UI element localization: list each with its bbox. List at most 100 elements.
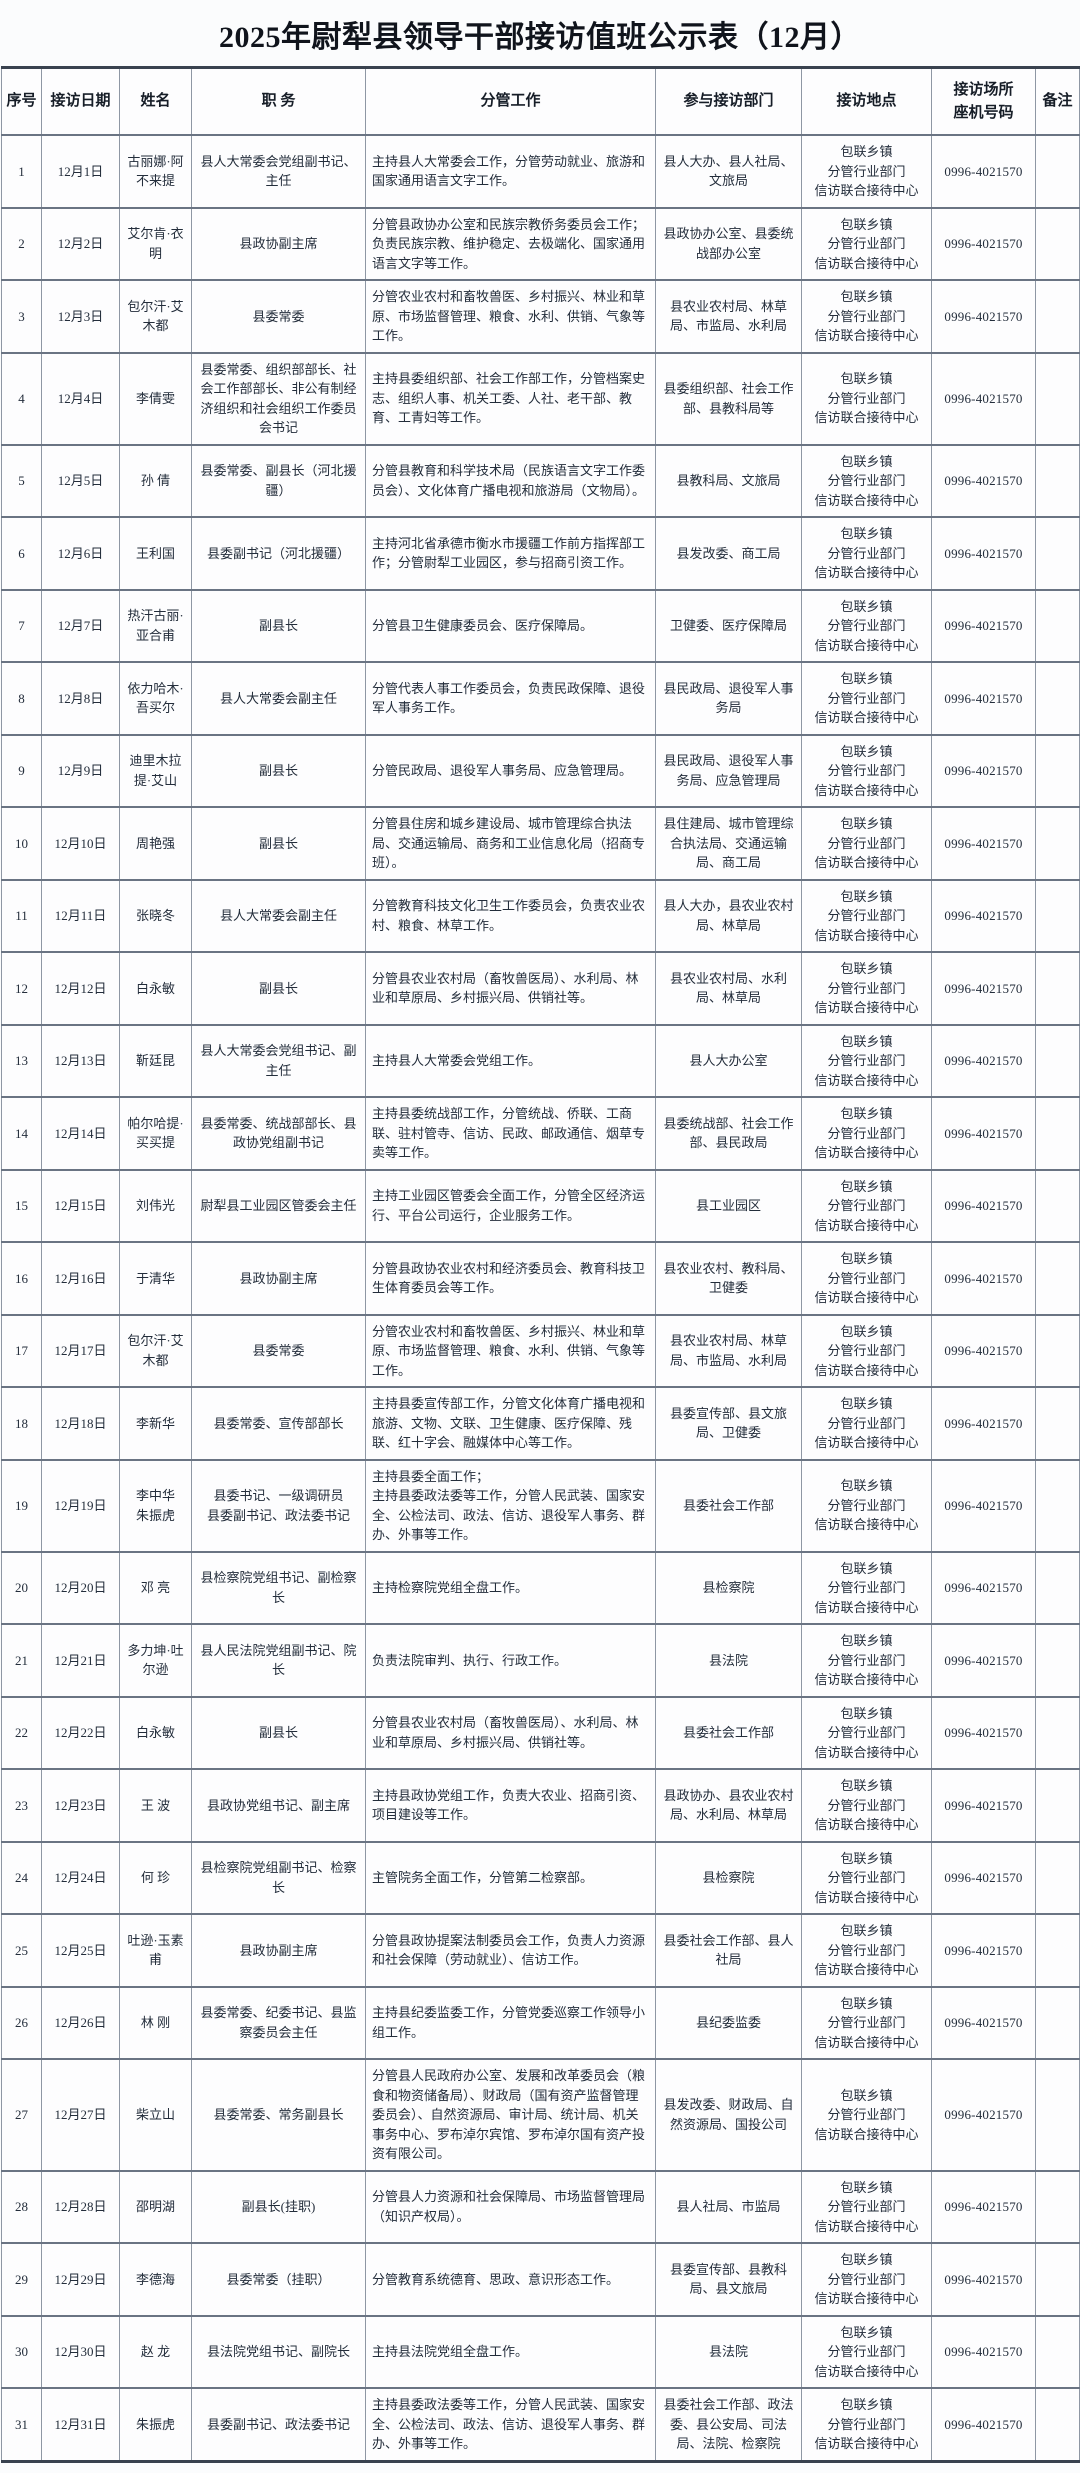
table-row: 3 12月3日 包尔汗·艾木都 县委常委 分管农业农村和畜牧兽医、乡村振兴、林业和草原、… — [1, 279, 1080, 354]
cell-location: 包联乡镇 分管行业部门 信访联合接待中心 — [801, 1241, 932, 1316]
cell-phone: 0996-4021570 — [931, 878, 1036, 953]
cell-work: 分管县政协农业农村和经济委员会、教育科技卫生体育委员会等工作。 — [365, 1241, 656, 1316]
cell-departments: 县人大办，县农业农村局、林草局 — [655, 878, 802, 953]
cell-work: 主持县委宣传部工作，分管文化体育广播电视和旅游、文物、文联、卫生健康、医疗保障、… — [365, 1386, 656, 1461]
cell-phone: 0996-4021570 — [931, 1985, 1036, 2060]
cell-work: 分管县教育和科学技术局（民族语言文字工作委员会）、文化体育广播电视和旅游局（文物… — [365, 443, 656, 518]
col-header-date: 接访日期 — [41, 66, 120, 136]
cell-num: 9 — [1, 733, 42, 808]
cell-departments: 县人大办公室 — [655, 1023, 802, 1098]
table-row: 21 12月21日 多力坤·吐尔逊 县人民法院党组副书记、院长 负责法院审判、执行、行政… — [1, 1623, 1080, 1698]
cell-work: 分管农业农村和畜牧兽医、乡村振兴、林业和草原、市场监督管理、粮食、水利、供销、气… — [365, 279, 656, 354]
table-row: 31 12月31日 朱振虎 县委副书记、政法委书记 主持县委政法委等工作，分管人民武装、… — [1, 2387, 1080, 2462]
cell-position: 县人大常委会党组书记、副主任 — [191, 1023, 366, 1098]
cell-position: 县政协副主席 — [191, 206, 366, 281]
table-row: 30 12月30日赵 龙县法院党组书记、副院长 主持县法院党组全盘工作。 县法院 包联乡… — [1, 2314, 1080, 2389]
cell-location: 包联乡镇 分管行业部门 信访联合接待中心 — [801, 2169, 932, 2244]
cell-note — [1035, 1386, 1080, 1461]
cell-note — [1035, 279, 1080, 354]
cell-num: 11 — [1, 878, 42, 953]
cell-work: 主持检察院党组全盘工作。 — [365, 1550, 656, 1625]
cell-note — [1035, 588, 1080, 663]
cell-date: 12月11日 — [41, 878, 120, 953]
cell-phone: 0996-4021570 — [931, 733, 1036, 808]
cell-name: 白永敏 — [119, 1695, 192, 1770]
cell-departments: 县委宣传部、县教科局、县文旅局 — [655, 2242, 802, 2317]
cell-location: 包联乡镇 分管行业部门 信访联合接待中心 — [801, 1313, 932, 1388]
cell-name: 朱振虎 — [119, 2387, 192, 2462]
cell-note — [1035, 1096, 1080, 1171]
table-row: 22 12月22日 白永敏 副县长 分管县农业农村局（畜牧兽医局）、水利局、林业和草原局… — [1, 1695, 1080, 1770]
cell-date: 12月16日 — [41, 1241, 120, 1316]
cell-location: 包联乡镇 分管行业部门 信访联合接待中心 — [801, 1168, 932, 1243]
cell-departments: 县检察院 — [655, 1840, 802, 1915]
cell-name: 刘伟光 — [119, 1168, 192, 1243]
cell-work: 负责法院审判、执行、行政工作。 — [365, 1623, 656, 1698]
cell-note — [1035, 1458, 1080, 1553]
cell-name: 吐逊·玉素甫 — [119, 1913, 192, 1988]
cell-position: 副县长 — [191, 951, 366, 1026]
cell-note — [1035, 661, 1080, 736]
cell-num: 8 — [1, 661, 42, 736]
table-row: 10 12月10日 周艳强 副县长 分管县住房和城乡建设局、城市管理综合执法局、交通运输… — [1, 806, 1080, 881]
cell-name: 邵明湖 — [119, 2169, 192, 2244]
cell-position: 县检察院党组副书记、检察长 — [191, 1840, 366, 1915]
cell-location: 包联乡镇 分管行业部门 信访联合接待中心 — [801, 1985, 932, 2060]
cell-position: 县法院党组书记、副院长 — [191, 2314, 366, 2389]
cell-position: 县人民法院党组副书记、院长 — [191, 1623, 366, 1698]
cell-num: 24 — [1, 1840, 42, 1915]
cell-location: 包联乡镇 分管行业部门 信访联合接待中心 — [801, 1913, 932, 1988]
cell-note — [1035, 1913, 1080, 1988]
cell-work: 主持县委统战部工作，分管统战、侨联、工商联、驻村管寺、信访、民政、邮政通信、烟草… — [365, 1096, 656, 1171]
cell-departments: 县民政局、退役军人事务局、应急管理局 — [655, 733, 802, 808]
cell-num: 7 — [1, 588, 42, 663]
cell-num: 3 — [1, 279, 42, 354]
cell-name: 周艳强 — [119, 806, 192, 881]
cell-num: 31 — [1, 2387, 42, 2462]
cell-name: 白永敏 — [119, 951, 192, 1026]
cell-name: 李德海 — [119, 2242, 192, 2317]
cell-name: 王利国 — [119, 516, 192, 591]
col-header-departments: 参与接访部门 — [655, 66, 802, 136]
cell-position: 县委常委、纪委书记、县监察委员会主任 — [191, 1985, 366, 2060]
cell-date: 12月27日 — [41, 2058, 120, 2172]
cell-location: 包联乡镇 分管行业部门 信访联合接待中心 — [801, 1695, 932, 1770]
cell-name: 热汗古丽·亚合甫 — [119, 588, 192, 663]
cell-name: 包尔汗·艾木都 — [119, 1313, 192, 1388]
cell-position: 副县长 — [191, 806, 366, 881]
cell-phone: 0996-4021570 — [931, 806, 1036, 881]
table-row: 8 12月8日 依力哈木·吾买尔 县人大常委会副主任 分管代表人事工作委员会，负责民政保… — [1, 661, 1080, 736]
cell-date: 12月10日 — [41, 806, 120, 881]
cell-location: 包联乡镇 分管行业部门 信访联合接待中心 — [801, 661, 932, 736]
cell-date: 12月24日 — [41, 1840, 120, 1915]
table-row: 5 12月5日孙 倩县委常委、副县长（河北援疆） 分管县教育和科学技术局（民族语言文… — [1, 443, 1080, 518]
cell-date: 12月6日 — [41, 516, 120, 591]
cell-note — [1035, 516, 1080, 591]
cell-position: 县委常委 — [191, 279, 366, 354]
cell-note — [1035, 2242, 1080, 2317]
cell-position: 县委常委、常务副县长 — [191, 2058, 366, 2172]
table-row: 18 12月18日 李新华 县委常委、宣传部部长 主持县委宣传部工作，分管文化体育广播电… — [1, 1386, 1080, 1461]
cell-departments: 县政协办公室、县委统战部办公室 — [655, 206, 802, 281]
cell-num: 20 — [1, 1550, 42, 1625]
cell-position: 县检察院党组书记、副检察长 — [191, 1550, 366, 1625]
cell-name: 李新华 — [119, 1386, 192, 1461]
cell-note — [1035, 1023, 1080, 1098]
cell-phone: 0996-4021570 — [931, 2242, 1036, 2317]
cell-name: 张晓冬 — [119, 878, 192, 953]
cell-work: 主持工业园区管委会全面工作，分管全区经济运行、平台公司运行，企业服务工作。 — [365, 1168, 656, 1243]
col-header-position: 职 务 — [191, 66, 366, 136]
cell-position: 县委常委、宣传部部长 — [191, 1386, 366, 1461]
cell-name: 多力坤·吐尔逊 — [119, 1623, 192, 1698]
table-row: 15 12月15日 刘伟光 尉犁县工业园区管委会主任 主持工业园区管委会全面工作，分管全… — [1, 1168, 1080, 1243]
cell-date: 12月14日 — [41, 1096, 120, 1171]
cell-location: 包联乡镇 分管行业部门 信访联合接待中心 — [801, 443, 932, 518]
cell-location: 包联乡镇 分管行业部门 信访联合接待中心 — [801, 733, 932, 808]
header-row: 序号 接访日期 姓名职 务分管工作 参与接访部门 接访地点 接访场所 座机号码 备注 — [1, 66, 1080, 136]
cell-departments: 县法院 — [655, 1623, 802, 1698]
cell-phone: 0996-4021570 — [931, 588, 1036, 663]
cell-phone: 0996-4021570 — [931, 1313, 1036, 1388]
cell-date: 12月17日 — [41, 1313, 120, 1388]
cell-phone: 0996-4021570 — [931, 1168, 1036, 1243]
cell-phone: 0996-4021570 — [931, 279, 1036, 354]
